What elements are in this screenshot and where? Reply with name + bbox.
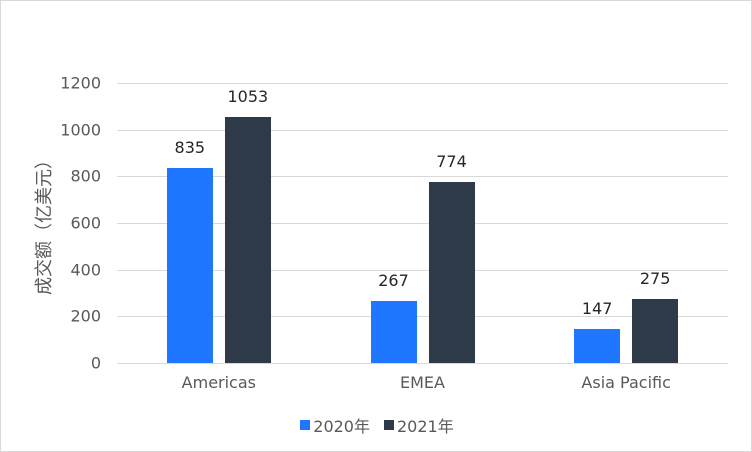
gridline bbox=[117, 176, 728, 178]
y-tick-label: 400 bbox=[70, 260, 101, 280]
y-tick-label: 200 bbox=[70, 306, 101, 326]
data-label: 1053 bbox=[227, 87, 269, 107]
gridline bbox=[117, 83, 728, 84]
legend-swatch-icon bbox=[384, 420, 394, 430]
gridline bbox=[117, 129, 728, 131]
y-tick-label: 1200 bbox=[60, 73, 101, 93]
data-label: 835 bbox=[174, 138, 206, 158]
bar-asia-pacific-0 bbox=[574, 328, 621, 363]
legend-item: 2020年 bbox=[300, 413, 370, 437]
bar-americas-0 bbox=[166, 168, 213, 363]
legend-item: 2021年 bbox=[384, 413, 454, 437]
bar-emea-0 bbox=[370, 300, 417, 363]
legend-swatch-icon bbox=[300, 420, 311, 430]
gridline bbox=[117, 316, 728, 318]
bar-americas-1 bbox=[224, 117, 271, 363]
legend-label: 2020年 bbox=[313, 417, 370, 436]
gridline bbox=[117, 363, 728, 364]
x-tick-label: EMEA bbox=[400, 373, 445, 392]
data-label: 275 bbox=[639, 268, 671, 288]
gridline bbox=[117, 269, 728, 271]
legend-label: 2021年 bbox=[397, 417, 454, 436]
x-tick-label: Americas bbox=[181, 373, 256, 392]
bar-emea-1 bbox=[428, 182, 475, 363]
y-tick-label: 0 bbox=[90, 353, 101, 373]
data-label: 774 bbox=[436, 152, 467, 172]
data-label: 267 bbox=[378, 270, 409, 290]
data-label: 147 bbox=[581, 298, 613, 318]
gridline bbox=[117, 223, 728, 224]
y-tick-label: 600 bbox=[70, 213, 101, 233]
x-tick-label: Asia Pacific bbox=[581, 373, 671, 392]
y-tick-label: 1000 bbox=[60, 120, 101, 140]
plot-area: 0 200 400 600 800 1000 1200 835 1053 Americas 267 7… bbox=[60, 74, 728, 392]
y-tick-label: 800 bbox=[70, 166, 101, 186]
bar-asia-pacific-1 bbox=[632, 298, 679, 363]
legend: 2020年 2021年 bbox=[1, 413, 752, 437]
